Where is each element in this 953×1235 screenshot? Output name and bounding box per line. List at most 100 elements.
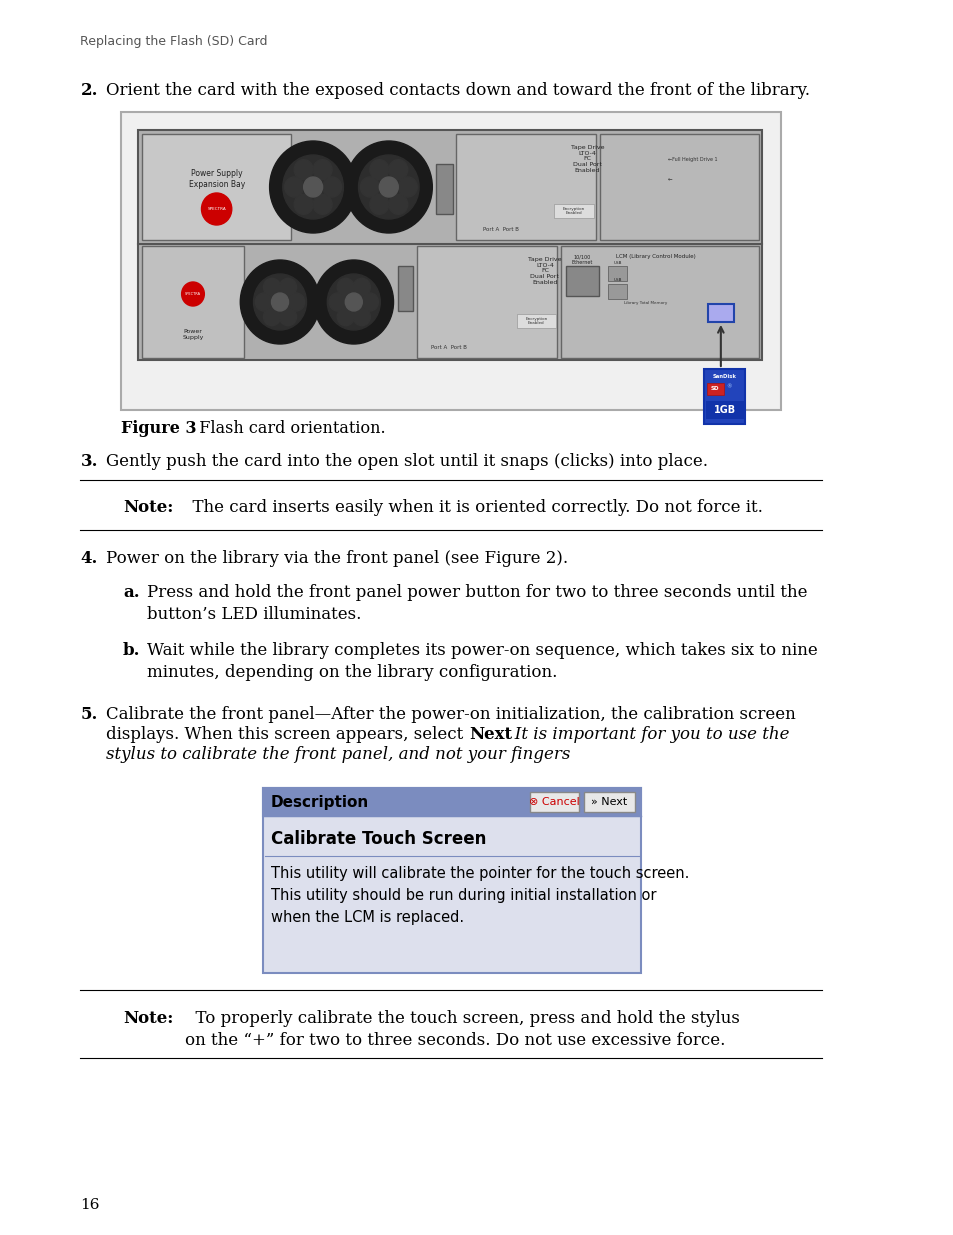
FancyBboxPatch shape [599, 135, 758, 240]
FancyBboxPatch shape [263, 788, 640, 816]
Text: Port A  Port B: Port A Port B [483, 227, 518, 232]
Text: Description: Description [271, 794, 369, 809]
Circle shape [337, 278, 354, 296]
Text: Power
Supply: Power Supply [182, 330, 203, 340]
Circle shape [360, 177, 379, 198]
Text: a.: a. [123, 584, 139, 601]
Circle shape [337, 308, 354, 326]
Circle shape [345, 293, 362, 311]
Text: Press and hold the front panel power button for two to three seconds until the
b: Press and hold the front panel power but… [147, 584, 806, 624]
FancyBboxPatch shape [554, 204, 594, 219]
Text: LCM (Library Control Module): LCM (Library Control Module) [615, 254, 695, 259]
Circle shape [353, 308, 370, 326]
Text: Calibrate the front panel—After the power-on initialization, the calibration scr: Calibrate the front panel—After the powe… [106, 706, 795, 722]
Circle shape [255, 293, 273, 311]
Text: This utility will calibrate the pointer for the touch screen.
This utility shoul: This utility will calibrate the pointer … [271, 866, 688, 925]
Text: 1GB: 1GB [713, 405, 735, 415]
Text: USB: USB [613, 261, 621, 266]
Circle shape [270, 141, 356, 233]
Text: Orient the card with the exposed contacts down and toward the front of the libra: Orient the card with the exposed contact… [106, 82, 809, 99]
Circle shape [303, 177, 322, 198]
Circle shape [314, 261, 394, 345]
FancyBboxPatch shape [142, 135, 291, 240]
Text: USB: USB [613, 278, 621, 282]
Circle shape [345, 141, 432, 233]
Circle shape [389, 194, 407, 215]
Text: 16: 16 [80, 1198, 100, 1212]
Circle shape [282, 156, 343, 219]
Text: ←Full Height Drive 1: ←Full Height Drive 1 [667, 157, 717, 162]
Text: displays. When this screen appears, select: displays. When this screen appears, sele… [106, 726, 468, 743]
FancyBboxPatch shape [560, 246, 758, 358]
Text: stylus to calibrate the front panel, and not your fingers: stylus to calibrate the front panel, and… [106, 746, 570, 763]
Text: on the “+” for two to three seconds. Do not use excessive force.: on the “+” for two to three seconds. Do … [185, 1032, 725, 1049]
Text: ←: ← [667, 177, 672, 182]
Text: Tape Drive
LTO-4
FC
Dual Port
Enabled: Tape Drive LTO-4 FC Dual Port Enabled [528, 257, 561, 285]
FancyBboxPatch shape [263, 788, 640, 973]
Text: Power on the library via the front panel (see Figure 2).: Power on the library via the front panel… [106, 550, 567, 567]
Circle shape [353, 278, 370, 296]
FancyBboxPatch shape [705, 401, 742, 419]
Circle shape [313, 159, 332, 179]
Text: 2.: 2. [80, 82, 98, 99]
Circle shape [279, 278, 296, 296]
FancyBboxPatch shape [436, 164, 453, 214]
Text: SPECTRA: SPECTRA [207, 207, 226, 211]
Text: Library Total Memory: Library Total Memory [624, 301, 667, 305]
Circle shape [361, 293, 378, 311]
Circle shape [284, 177, 303, 198]
FancyBboxPatch shape [583, 792, 634, 811]
Circle shape [294, 194, 313, 215]
Text: Encryption
Enabled: Encryption Enabled [562, 206, 585, 215]
FancyBboxPatch shape [608, 266, 626, 282]
Text: Power Supply
Expansion Bay: Power Supply Expansion Bay [189, 169, 245, 189]
Text: 5.: 5. [80, 706, 97, 722]
Text: Replacing the Flash (SD) Card: Replacing the Flash (SD) Card [80, 35, 268, 48]
Text: Wait while the library completes its power-on sequence, which takes six to nine
: Wait while the library completes its pow… [147, 642, 817, 682]
Circle shape [397, 177, 416, 198]
Circle shape [294, 159, 313, 179]
Text: Gently push the card into the open slot until it snaps (clicks) into place.: Gently push the card into the open slot … [106, 453, 707, 471]
Circle shape [272, 293, 288, 311]
FancyBboxPatch shape [121, 112, 781, 410]
Circle shape [329, 293, 346, 311]
Circle shape [263, 278, 280, 296]
FancyBboxPatch shape [516, 314, 556, 329]
Circle shape [181, 282, 204, 306]
FancyBboxPatch shape [416, 246, 557, 358]
Text: Tape Drive
LTO-4
FC
Dual Port
Enabled: Tape Drive LTO-4 FC Dual Port Enabled [570, 144, 603, 173]
Circle shape [370, 194, 389, 215]
Circle shape [253, 274, 306, 330]
Circle shape [279, 308, 296, 326]
Text: Figure 3: Figure 3 [121, 420, 196, 437]
Text: Note:: Note: [123, 499, 173, 516]
Text: b.: b. [123, 642, 140, 659]
Circle shape [358, 156, 418, 219]
FancyBboxPatch shape [608, 284, 626, 299]
Text: SanDisk: SanDisk [712, 374, 736, 379]
FancyBboxPatch shape [565, 266, 598, 296]
Text: » Next: » Next [591, 797, 627, 806]
Circle shape [201, 193, 232, 225]
FancyBboxPatch shape [397, 266, 413, 311]
FancyBboxPatch shape [138, 130, 761, 359]
Circle shape [389, 159, 407, 179]
Circle shape [263, 308, 280, 326]
Text: Port A  Port B: Port A Port B [431, 345, 467, 350]
FancyBboxPatch shape [703, 369, 744, 424]
FancyBboxPatch shape [142, 246, 244, 358]
Circle shape [240, 261, 319, 345]
Text: Note:: Note: [123, 1010, 173, 1028]
Text: ⊗ Cancel: ⊗ Cancel [528, 797, 579, 806]
FancyBboxPatch shape [529, 792, 578, 811]
Circle shape [322, 177, 341, 198]
FancyBboxPatch shape [706, 383, 723, 395]
FancyBboxPatch shape [707, 304, 733, 322]
Text: Calibrate Touch Screen: Calibrate Touch Screen [271, 830, 485, 848]
Text: 10/100
Ethernet: 10/100 Ethernet [571, 254, 592, 266]
Text: ®: ® [726, 384, 731, 389]
Text: SD: SD [710, 387, 719, 391]
Text: Flash card orientation.: Flash card orientation. [189, 420, 385, 437]
Text: Encryption
Enabled: Encryption Enabled [525, 316, 547, 325]
Text: 4.: 4. [80, 550, 97, 567]
